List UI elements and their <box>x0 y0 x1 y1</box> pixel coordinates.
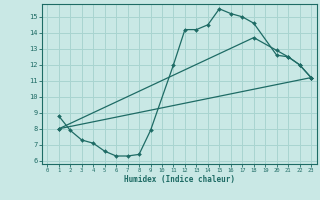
X-axis label: Humidex (Indice chaleur): Humidex (Indice chaleur) <box>124 175 235 184</box>
